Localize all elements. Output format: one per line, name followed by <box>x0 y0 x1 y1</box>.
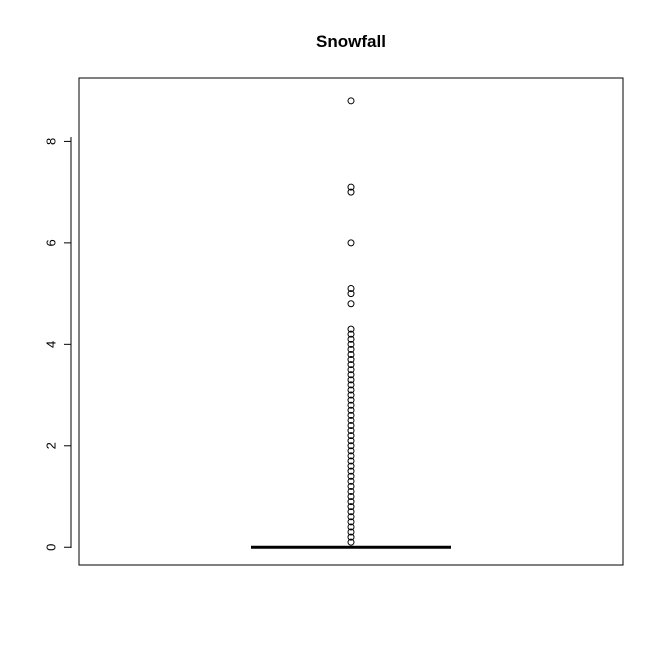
outlier-point <box>347 406 355 414</box>
outlier-point <box>347 356 355 364</box>
outlier-point <box>347 239 355 247</box>
outlier-point <box>347 457 355 465</box>
outlier-point <box>347 290 355 298</box>
outlier-point <box>347 518 355 526</box>
outlier-point <box>347 421 355 429</box>
outlier-point <box>347 477 355 485</box>
outlier-point <box>347 386 355 394</box>
outlier-point <box>347 467 355 475</box>
outlier-point <box>347 523 355 531</box>
outlier-points <box>347 97 355 546</box>
outlier-point <box>347 391 355 399</box>
outlier-point <box>347 498 355 506</box>
y-tick-label: 2 <box>43 442 58 449</box>
y-tick-label: 4 <box>43 341 58 348</box>
outlier-point <box>347 452 355 460</box>
outlier-point <box>347 350 355 358</box>
outlier-point <box>347 396 355 404</box>
outlier-point <box>347 513 355 521</box>
outlier-point <box>347 285 355 293</box>
outlier-point <box>347 462 355 470</box>
y-tick-label: 0 <box>43 544 58 551</box>
plot-frame <box>78 77 624 566</box>
outlier-point <box>347 340 355 348</box>
outlier-point <box>347 366 355 374</box>
outlier-point <box>347 361 355 369</box>
outlier-point <box>347 188 355 196</box>
outlier-point <box>347 416 355 424</box>
outlier-point <box>347 487 355 495</box>
y-tick-label: 8 <box>43 138 58 145</box>
outlier-point <box>347 533 355 541</box>
outlier-point <box>347 300 355 308</box>
outlier-point <box>347 427 355 435</box>
outlier-point <box>347 345 355 353</box>
outlier-point <box>347 381 355 389</box>
outlier-point <box>347 432 355 440</box>
outlier-point <box>347 437 355 445</box>
y-tick-label: 6 <box>43 239 58 246</box>
outlier-point <box>347 508 355 516</box>
outlier-point <box>347 376 355 384</box>
outlier-point <box>347 371 355 379</box>
outlier-point <box>347 493 355 501</box>
outlier-point <box>347 538 355 546</box>
outlier-point <box>347 472 355 480</box>
outlier-point <box>347 411 355 419</box>
outlier-point <box>347 330 355 338</box>
outlier-point <box>347 401 355 409</box>
outlier-point <box>347 447 355 455</box>
outlier-point <box>347 503 355 511</box>
chart-title: Snowfall <box>316 32 386 51</box>
outlier-point <box>347 183 355 191</box>
outlier-point <box>347 97 355 105</box>
outlier-point <box>347 482 355 490</box>
outlier-point <box>347 442 355 450</box>
outlier-point <box>347 325 355 333</box>
outlier-point <box>347 335 355 343</box>
y-axis: 0 2 4 6 8 <box>43 138 71 551</box>
outlier-point <box>347 528 355 536</box>
